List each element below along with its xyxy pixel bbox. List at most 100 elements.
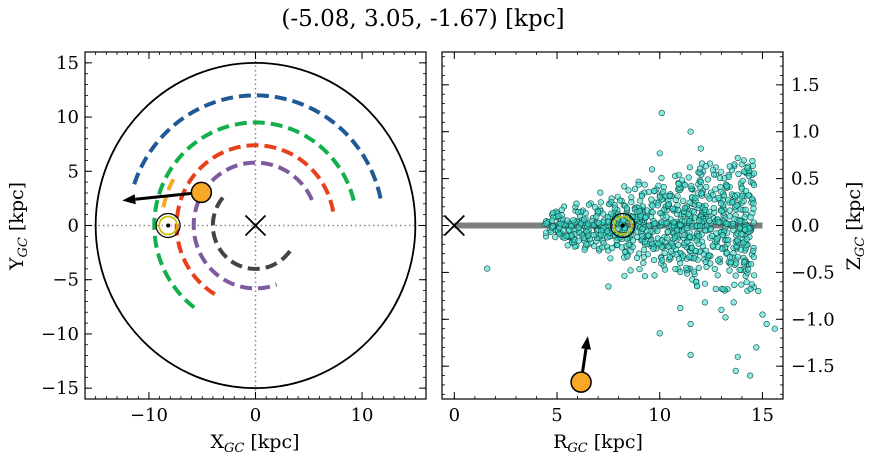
rz-y-axis-label: ZGC [kpc]: [843, 182, 868, 271]
star-point: [650, 257, 658, 264]
star-point: [706, 217, 713, 224]
star-point: [687, 128, 694, 135]
star-point: [608, 210, 615, 217]
star-point: [715, 194, 722, 202]
star-point: [599, 210, 607, 217]
star-point: [604, 234, 611, 241]
star-point: [696, 165, 704, 172]
star-point: [655, 240, 662, 247]
star-point: [648, 166, 656, 173]
star-point: [663, 213, 670, 220]
star-point: [666, 253, 673, 260]
star-point: [726, 254, 734, 261]
star-point: [590, 231, 597, 239]
star-point: [698, 190, 705, 197]
star-point: [731, 281, 738, 289]
star-point: [675, 241, 682, 249]
star-point: [730, 299, 737, 306]
xy-velocity-arrow-shaft: [135, 190, 202, 201]
star-point: [740, 259, 748, 266]
star-point: [709, 166, 717, 173]
xy-y-tick-label: 10: [56, 107, 79, 128]
xy-y-tick-label: 15: [56, 53, 79, 74]
star-point: [639, 225, 646, 233]
star-point: [681, 231, 688, 239]
star-point: [684, 238, 691, 245]
xy-y-tick-label: 0: [68, 216, 79, 237]
rz-velocity-arrow-head: [581, 336, 591, 350]
star-point: [665, 201, 672, 208]
star-point: [701, 280, 709, 287]
star-point: [734, 353, 741, 360]
star-point: [715, 257, 722, 264]
star-point: [624, 253, 631, 260]
star-point: [759, 311, 766, 318]
star-point: [636, 266, 643, 273]
rz-x-tick-label: 10: [648, 405, 671, 426]
star-point: [682, 264, 690, 271]
star-point: [688, 182, 695, 190]
star-point: [697, 184, 704, 191]
star-point: [645, 188, 652, 195]
star-point: [686, 164, 694, 171]
star-point: [750, 219, 757, 226]
star-point: [675, 171, 683, 178]
rz-sun-symbol-outer: [610, 212, 636, 239]
star-point: [635, 181, 642, 188]
star-point: [628, 199, 635, 206]
star-point: [671, 234, 679, 241]
rz-x-tick-label: 15: [751, 405, 774, 426]
star-point: [736, 266, 743, 274]
star-point: [639, 233, 646, 240]
figure-title: (-5.08, 3.05, -1.67) [kpc]: [281, 6, 564, 32]
star-point: [733, 260, 740, 267]
star-point: [710, 205, 717, 212]
star-point: [558, 206, 565, 213]
star-point: [672, 266, 679, 273]
star-point: [669, 205, 676, 212]
rz-panel: 0 5 10 15 −1.5 −1.0 −0.5 0.0 0.5 1.0 1.5 RGC [kpc]…: [441, 51, 868, 456]
star-point: [673, 227, 681, 234]
star-point: [583, 241, 590, 248]
star-point: [750, 182, 758, 189]
star-point: [683, 225, 691, 232]
star-point: [603, 228, 611, 235]
star-point: [697, 145, 704, 152]
star-point: [600, 240, 607, 247]
star-point: [648, 196, 655, 203]
star-point: [741, 226, 749, 233]
rz-x-axis-label: RGC [kpc]: [553, 431, 643, 456]
star-point: [709, 242, 716, 249]
star-point: [658, 174, 665, 181]
star-point: [548, 217, 556, 224]
star-point: [746, 372, 754, 379]
star-point: [693, 283, 701, 290]
star-point: [651, 220, 658, 227]
star-point: [615, 225, 622, 232]
star-point: [720, 286, 727, 293]
orbit-arc-6: [161, 178, 176, 208]
rz-ticks: 0 5 10 15 −1.5 −1.0 −0.5 0.0 0.5 1.0 1.5: [442, 52, 835, 426]
star-point: [670, 219, 677, 226]
rz-x-tick-label: 0: [449, 405, 460, 426]
xy-velocity-arrow-head: [122, 194, 136, 205]
star-point: [555, 212, 562, 219]
star-point: [649, 209, 656, 216]
star-point: [692, 247, 699, 254]
star-point: [748, 281, 755, 288]
star-point: [718, 207, 725, 215]
star-point: [570, 217, 577, 224]
xy-y-tick-label: −5: [52, 270, 79, 291]
star-point: [590, 243, 598, 250]
star-point: [685, 211, 692, 218]
star-point: [605, 218, 612, 225]
star-point: [564, 242, 571, 249]
xy-ticks: −10 0 10 −15 −10 −5 0 5 10 15: [41, 51, 427, 426]
star-point: [735, 170, 742, 178]
star-point: [696, 222, 704, 230]
star-point: [621, 183, 628, 190]
star-point: [738, 193, 746, 200]
star-point: [581, 246, 588, 253]
xy-x-tick-label: −10: [130, 405, 168, 426]
